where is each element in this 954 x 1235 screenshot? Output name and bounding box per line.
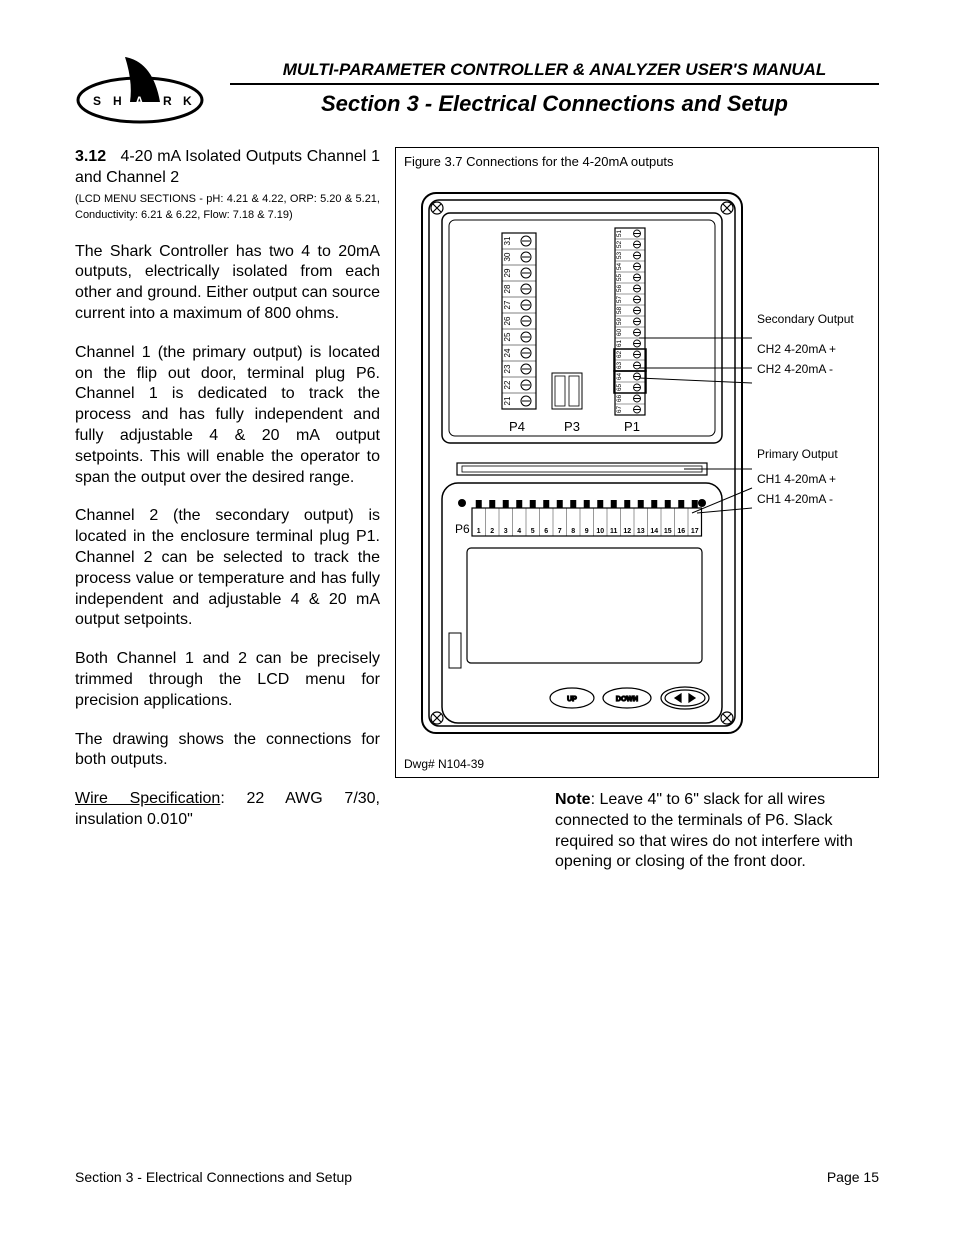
label-secondary: Secondary Output [757,312,854,326]
label-ch2p: CH2 4-20mA + [757,342,836,356]
svg-text:61: 61 [616,340,623,348]
svg-text:UP: UP [567,696,577,703]
svg-text:11: 11 [610,528,618,535]
label-p1: P1 [624,419,640,434]
svg-text:7: 7 [558,528,562,535]
shark-logo: S H A R K [75,52,205,124]
label-p4: P4 [509,419,525,434]
svg-text:15: 15 [664,528,672,535]
note-text: Note: Leave 4" to 6" slack for all wires… [555,790,879,873]
svg-text:65: 65 [616,384,623,392]
svg-text:56: 56 [616,285,623,293]
subsection-title-1: 4-20 mA Isolated Outputs [120,148,302,165]
label-ch1p: CH1 4-20mA + [757,472,836,486]
svg-text:59: 59 [616,318,623,326]
svg-text:5: 5 [531,528,535,535]
svg-text:66: 66 [616,395,623,403]
paragraph-2: Channel 1 (the primary output) is locate… [75,343,380,489]
svg-text:22: 22 [503,380,512,389]
section-title: Section 3 - Electrical Connections and S… [230,91,879,117]
svg-text:4: 4 [517,528,521,535]
label-primary: Primary Output [757,447,838,461]
svg-text:26: 26 [503,316,512,325]
svg-text:9: 9 [585,528,589,535]
svg-text:13: 13 [637,528,645,535]
svg-text:57: 57 [616,296,623,304]
svg-text:52: 52 [616,241,623,249]
svg-text:21: 21 [503,396,512,405]
svg-text:24: 24 [503,348,512,357]
wire-spec-label: Wire Specification [75,790,220,807]
svg-text:55: 55 [616,274,623,282]
svg-text:58: 58 [616,307,623,315]
svg-text:6: 6 [544,528,548,535]
svg-text:2: 2 [490,528,494,535]
svg-text:63: 63 [616,362,623,370]
svg-text:14: 14 [650,528,658,535]
svg-text:30: 30 [503,252,512,261]
svg-text:31: 31 [503,236,512,245]
paragraph-5: The drawing shows the connections for bo… [75,730,380,772]
svg-text:29: 29 [503,268,512,277]
svg-text:16: 16 [677,528,685,535]
subsection-number: 3.12 [75,148,106,165]
svg-text:K: K [183,94,192,108]
right-column: Figure 3.7 Connections for the 4-20mA ou… [395,147,879,873]
svg-text:64: 64 [616,373,623,381]
svg-text:8: 8 [571,528,575,535]
svg-text:53: 53 [616,252,623,260]
manual-title: MULTI-PARAMETER CONTROLLER & ANALYZER US… [230,60,879,85]
svg-text:17: 17 [691,528,699,535]
svg-text:1: 1 [477,528,481,535]
paragraph-3: Channel 2 (the secondary output) is loca… [75,506,380,631]
footer-right: Page 15 [827,1169,879,1185]
svg-text:R: R [163,94,172,108]
drawing-number: Dwg# N104-39 [404,757,870,771]
svg-text:51: 51 [616,230,623,238]
svg-text:3: 3 [504,528,508,535]
paragraph-4: Both Channel 1 and 2 can be precisely tr… [75,649,380,711]
svg-text:10: 10 [596,528,604,535]
svg-text:H: H [113,94,122,108]
svg-text:28: 28 [503,284,512,293]
svg-text:60: 60 [616,329,623,337]
svg-text:A: A [135,94,144,108]
svg-text:23: 23 [503,364,512,373]
note-body: : Leave 4" to 6" slack for all wires con… [555,791,853,870]
figure-box: Figure 3.7 Connections for the 4-20mA ou… [395,147,879,778]
left-column: 3.12 4-20 mA Isolated Outputs Channel 1 … [75,147,380,873]
page-footer: Section 3 - Electrical Connections and S… [75,1169,879,1185]
svg-text:67: 67 [616,406,623,414]
subsection-heading: 3.12 4-20 mA Isolated Outputs Channel 1 … [75,147,380,189]
svg-text:25: 25 [503,332,512,341]
note-bold: Note [555,791,591,808]
menu-note: (LCD MENU SECTIONS - pH: 4.21 & 4.22, OR… [75,191,380,224]
paragraph-1: The Shark Controller has two 4 to 20mA o… [75,242,380,325]
svg-text:12: 12 [623,528,631,535]
label-ch1m: CH1 4-20mA - [757,492,833,506]
svg-text:62: 62 [616,351,623,359]
wiring-diagram: 2122232425262728293031 51525354555657585… [407,173,867,753]
figure-caption: Figure 3.7 Connections for the 4-20mA ou… [404,154,870,169]
svg-text:54: 54 [616,263,623,271]
label-ch2m: CH2 4-20mA - [757,362,833,376]
svg-text:27: 27 [503,300,512,309]
wire-spec: Wire Specification: 22 AWG 7/30, insulat… [75,789,380,831]
svg-text:S: S [93,94,101,108]
label-p3: P3 [564,419,580,434]
footer-left: Section 3 - Electrical Connections and S… [75,1169,352,1185]
svg-text:DOWN: DOWN [616,696,638,703]
label-p6: P6 [455,522,470,536]
